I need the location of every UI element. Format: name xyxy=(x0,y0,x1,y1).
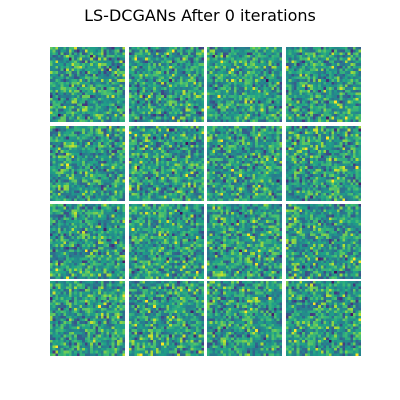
generated-sample-r2-c1 xyxy=(50,126,125,201)
noise-image xyxy=(286,126,361,201)
noise-image xyxy=(50,204,125,279)
noise-image xyxy=(129,47,204,122)
noise-image xyxy=(286,281,361,356)
generated-sample-r1-c4 xyxy=(286,47,361,122)
generated-sample-r2-c3 xyxy=(207,126,282,201)
noise-image xyxy=(129,204,204,279)
generated-sample-r1-c2 xyxy=(129,47,204,122)
generated-sample-r4-c3 xyxy=(207,281,282,356)
generated-sample-r2-c2 xyxy=(129,126,204,201)
noise-image xyxy=(207,204,282,279)
noise-image xyxy=(207,126,282,201)
generated-sample-r3-c2 xyxy=(129,204,204,279)
noise-image xyxy=(286,204,361,279)
noise-image xyxy=(50,47,125,122)
noise-image xyxy=(286,47,361,122)
sample-grid xyxy=(50,47,361,356)
noise-image xyxy=(207,47,282,122)
figure-title: LS-DCGANs After 0 iterations xyxy=(84,6,316,25)
generated-sample-r4-c1 xyxy=(50,281,125,356)
generated-sample-r3-c3 xyxy=(207,204,282,279)
generated-sample-r2-c4 xyxy=(286,126,361,201)
noise-image xyxy=(50,281,125,356)
noise-image xyxy=(129,126,204,201)
generated-sample-r1-c1 xyxy=(50,47,125,122)
noise-image xyxy=(129,281,204,356)
generated-sample-r3-c1 xyxy=(50,204,125,279)
generated-sample-r1-c3 xyxy=(207,47,282,122)
noise-image xyxy=(207,281,282,356)
noise-image xyxy=(50,126,125,201)
generated-sample-r4-c4 xyxy=(286,281,361,356)
generated-sample-r3-c4 xyxy=(286,204,361,279)
generated-sample-r4-c2 xyxy=(129,281,204,356)
